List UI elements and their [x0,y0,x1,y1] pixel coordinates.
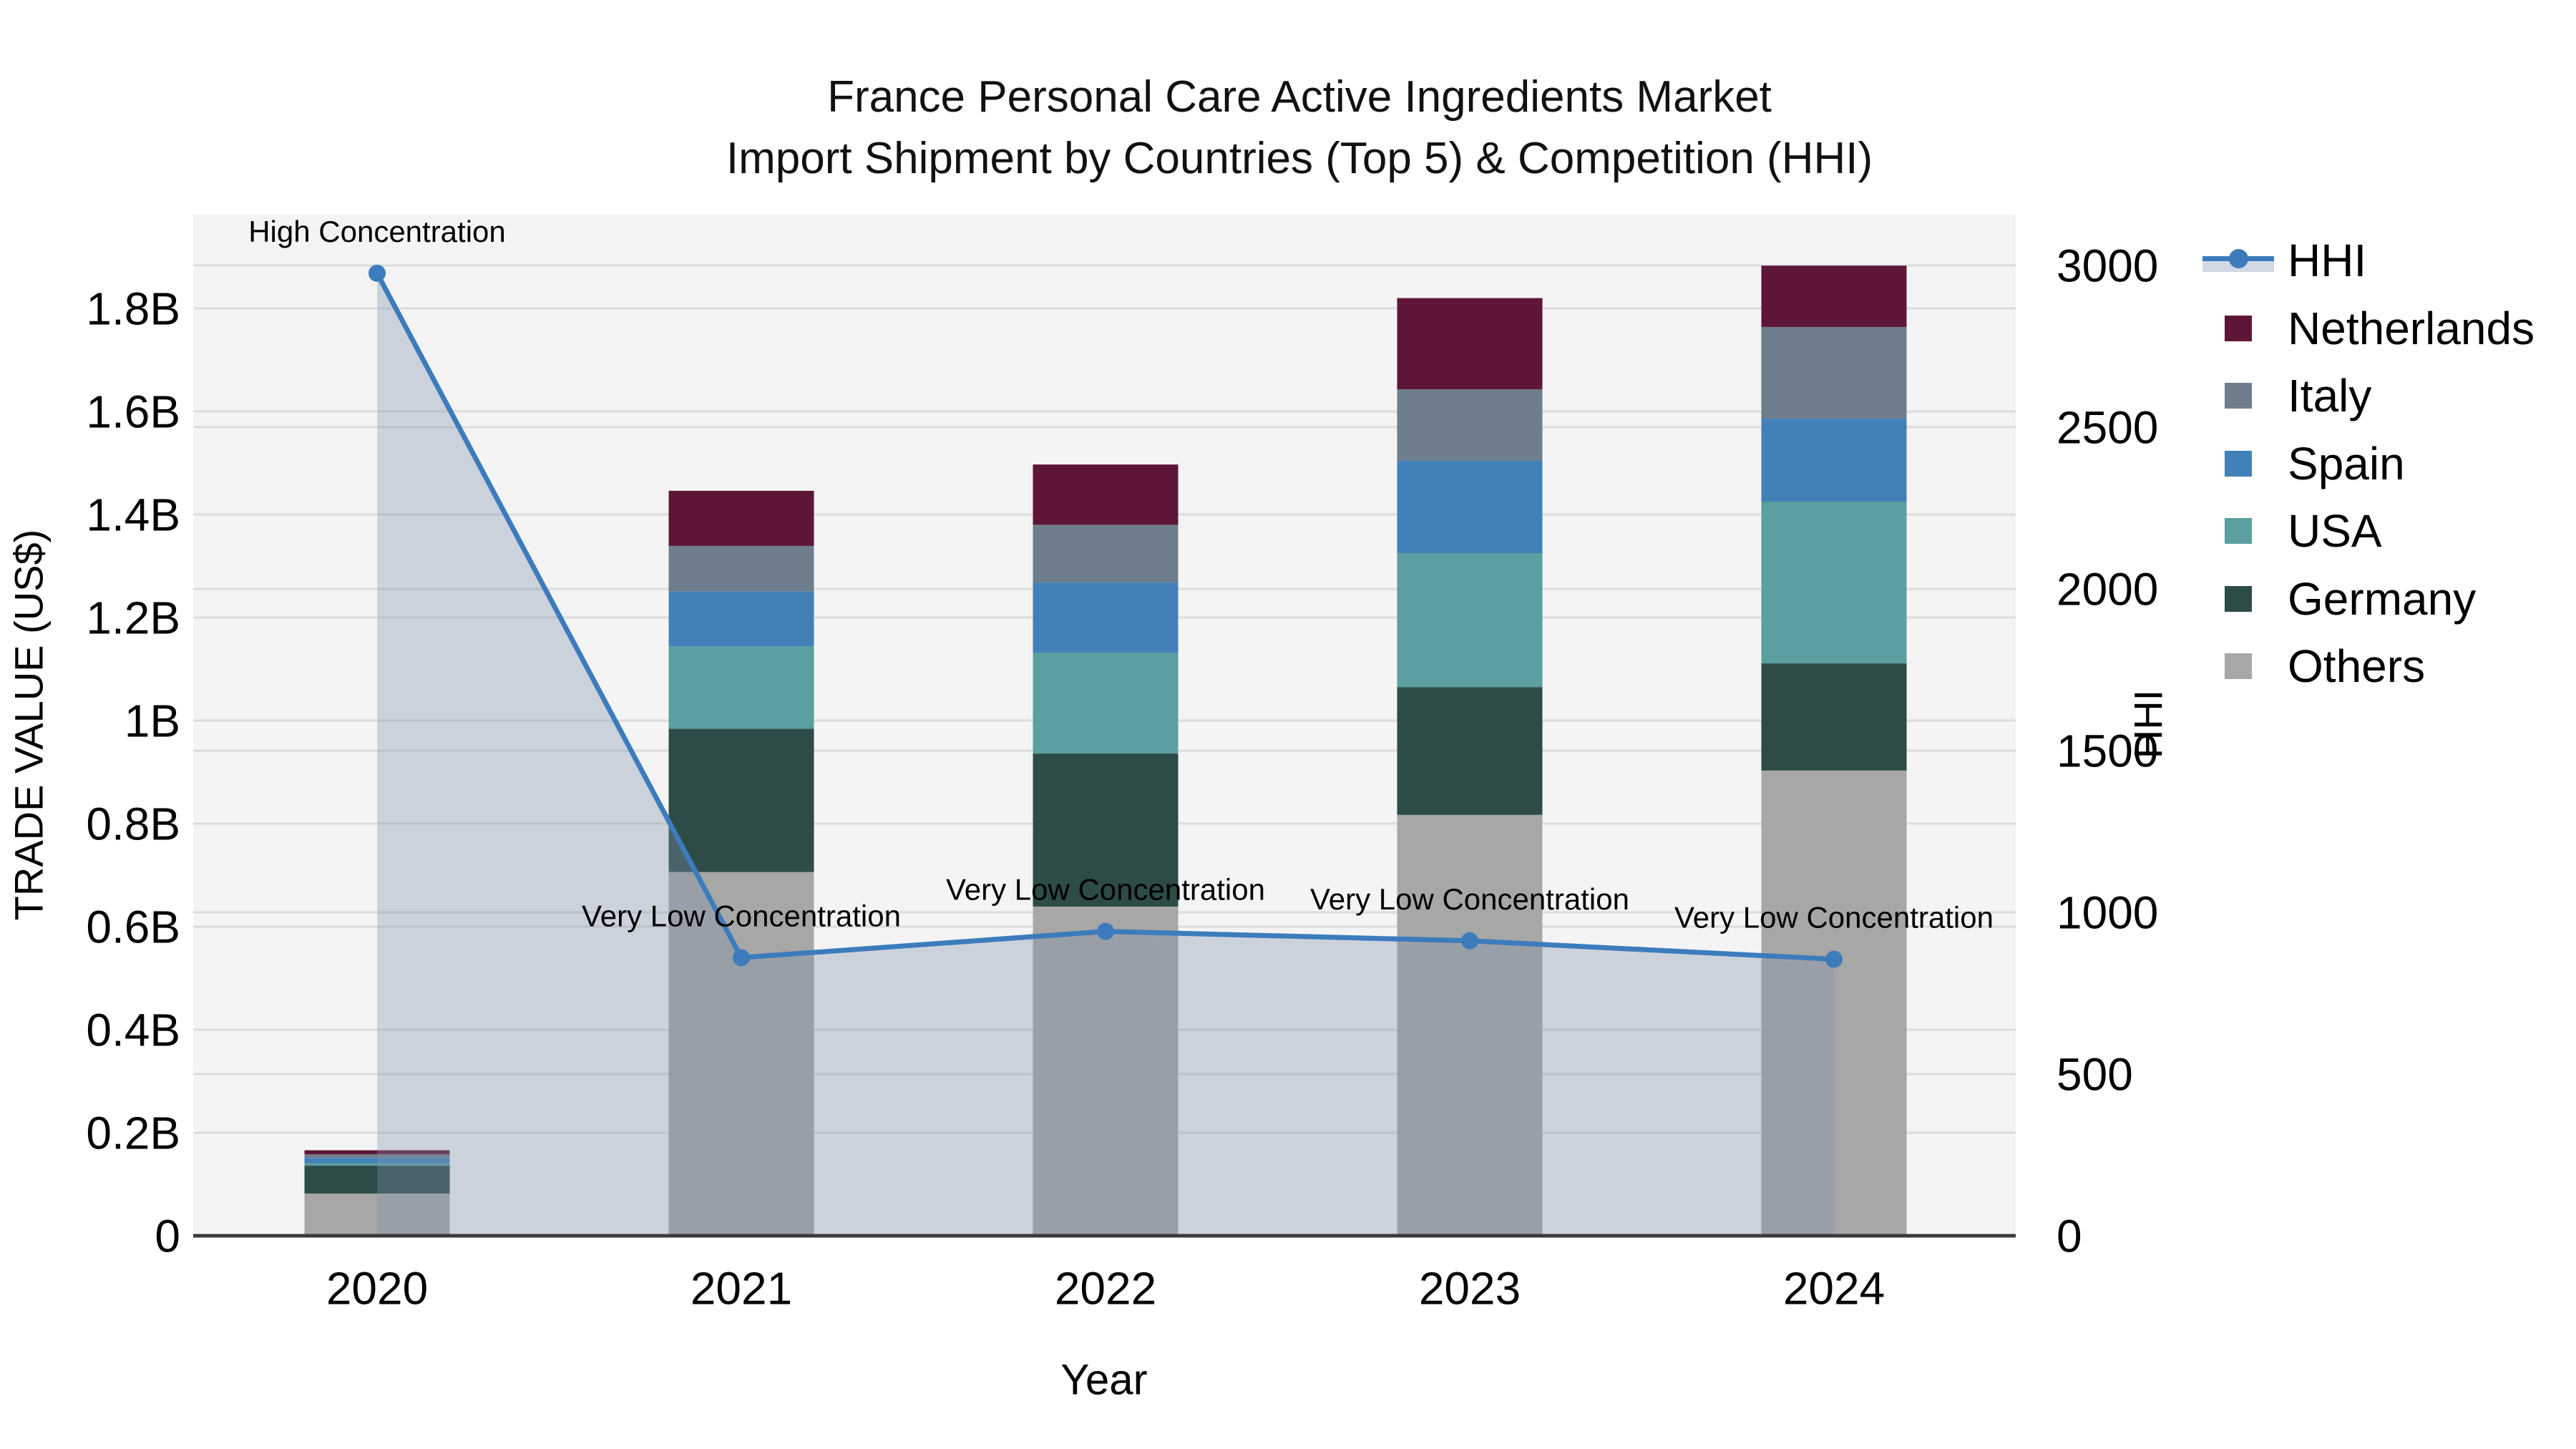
bar-segment-2024-netherlands[interactable] [1761,265,1907,327]
left-tick-1.6B: 1.6B [86,386,180,437]
x-tick-2023: 2023 [1419,1262,1521,1314]
right-tick-1000: 1000 [2057,887,2158,938]
bar-segment-2022-italy[interactable] [1033,525,1179,583]
hhi-marker-2022[interactable] [1097,922,1114,940]
bar-segment-2021-usa[interactable] [668,646,814,729]
bar-segment-2022-netherlands[interactable] [1033,464,1179,525]
bar-segment-2021-germany[interactable] [668,728,814,872]
left-tick-1B: 1B [125,695,180,746]
color-swatch-icon [2202,638,2274,695]
legend-item-hhi[interactable]: HHI [2202,232,2366,289]
color-swatch-icon [2202,300,2274,357]
right-tick-3000: 3000 [2057,240,2158,291]
color-swatch-icon [2202,502,2274,560]
hhi-marker-2020[interactable] [369,264,386,282]
legend-label: Germany [2288,572,2477,625]
bar-segment-2024-spain[interactable] [1761,419,1907,502]
bar-segment-2023-others[interactable] [1397,814,1543,1236]
legend-label: HHI [2288,235,2367,286]
right-tick-500: 500 [2057,1048,2133,1100]
left-tick-0: 0 [155,1210,180,1262]
bar-segment-2020-italy[interactable] [304,1154,450,1158]
legend-label: Spain [2288,437,2405,489]
left-tick-0.2B: 0.2B [86,1107,180,1158]
legend-item-others[interactable]: Others [2202,638,2425,695]
hhi-marker-2021[interactable] [733,949,750,967]
left-tick-0.6B: 0.6B [86,901,180,952]
left-tick-1.8B: 1.8B [86,283,180,334]
bar-segment-2021-netherlands[interactable] [668,490,814,546]
bar-segment-2024-usa[interactable] [1761,502,1907,664]
left-axis-title: TRADE VALUE (US$) [6,529,52,921]
hhi-line-swatch-icon [2202,232,2274,289]
legend-label: USA [2288,505,2382,557]
annotation-2024: Very Low Concentration [1674,901,1994,935]
x-axis-title: Year [1060,1355,1148,1404]
bar-segment-2023-italy[interactable] [1397,389,1543,461]
bar-segment-2023-netherlands[interactable] [1397,298,1543,390]
legend-label: Others [2288,640,2426,692]
legend-item-netherlands[interactable]: Netherlands [2202,300,2534,357]
x-tick-2021: 2021 [691,1262,792,1314]
right-tick-2000: 2000 [2057,563,2158,615]
annotation-2022: Very Low Concentration [946,873,1265,907]
bar-segment-2024-others[interactable] [1761,770,1907,1236]
bar-segment-2021-italy[interactable] [668,545,814,592]
legend-item-italy[interactable]: Italy [2202,367,2371,424]
bar-segment-2020-usa[interactable] [304,1163,450,1166]
legend-item-spain[interactable]: Spain [2202,435,2405,492]
chart-title-line2: Import Shipment by Countries (Top 5) & C… [726,134,1873,183]
right-tick-0: 0 [2057,1210,2082,1262]
left-tick-0.8B: 0.8B [86,798,180,849]
x-tick-2024: 2024 [1783,1262,1885,1314]
bar-segment-2021-spain[interactable] [668,591,814,647]
bar-segment-2022-germany[interactable] [1033,753,1179,907]
bar-segment-2024-italy[interactable] [1761,326,1907,419]
bar-segment-2023-usa[interactable] [1397,553,1543,688]
x-tick-2020: 2020 [326,1262,428,1314]
x-tick-2022: 2022 [1055,1262,1156,1314]
right-tick-2500: 2500 [2057,401,2158,453]
hhi-marker-2024[interactable] [1825,950,1843,968]
color-swatch-icon [2202,570,2274,628]
bar-segment-2022-spain[interactable] [1033,582,1179,653]
bar-segment-2020-others[interactable] [304,1193,450,1236]
bar-segment-2023-germany[interactable] [1397,687,1543,815]
bar-segment-2020-netherlands[interactable] [304,1150,450,1155]
hhi-marker-2023[interactable] [1461,932,1478,950]
legend-label: Italy [2288,370,2372,421]
bar-segment-2022-usa[interactable] [1033,653,1179,754]
color-swatch-icon [2202,435,2274,492]
bar-segment-2023-spain[interactable] [1397,460,1543,553]
right-tick-1500: 1500 [2057,725,2158,776]
bar-segment-2024-germany[interactable] [1761,663,1907,771]
legend-item-usa[interactable]: USA [2202,502,2382,560]
annotation-2021: Very Low Concentration [582,899,901,932]
right-axis-title: HHI [2125,689,2171,759]
bar-segment-2022-others[interactable] [1033,906,1179,1236]
bar-segment-2020-spain[interactable] [304,1158,450,1163]
left-tick-1.4B: 1.4B [86,489,180,540]
color-swatch-icon [2202,367,2274,424]
chart-title-line1: France Personal Care Active Ingredients … [827,72,1772,122]
bar-segment-2021-others[interactable] [668,872,814,1236]
bar-segment-2020-germany[interactable] [304,1166,450,1194]
annotation-2023: Very Low Concentration [1310,882,1629,916]
hhi-area-fill [377,273,1834,1236]
left-tick-1.2B: 1.2B [86,592,180,643]
legend-item-germany[interactable]: Germany [2202,570,2476,628]
annotation-2020: High Concentration [248,215,506,248]
legend-label: Netherlands [2288,302,2535,354]
left-tick-0.4B: 0.4B [86,1004,180,1055]
